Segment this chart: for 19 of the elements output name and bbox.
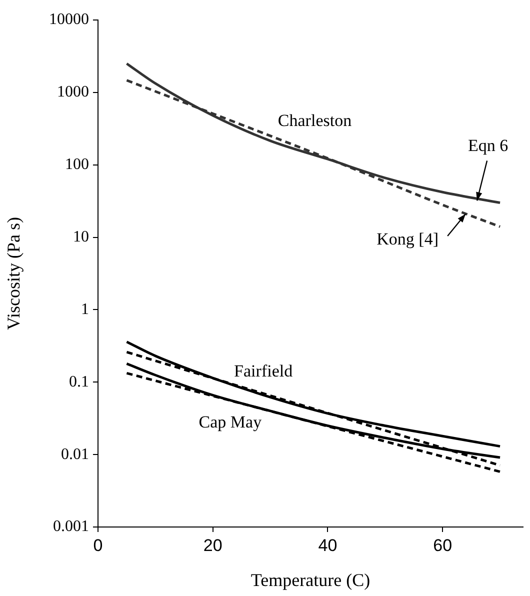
x-axis-title: Temperature (C) xyxy=(250,570,370,590)
annotation: Cap May xyxy=(198,412,262,432)
x-tick-label: 60 xyxy=(433,536,452,555)
y-tick-label: 1 xyxy=(81,300,89,318)
annotation: Kong [4] xyxy=(376,229,438,248)
y-tick-label: 100 xyxy=(65,156,89,174)
annotation: Charleston xyxy=(278,110,352,130)
x-tick-label: 20 xyxy=(203,536,222,555)
y-tick-label: 10000 xyxy=(49,11,89,28)
annotation: Eqn 6 xyxy=(468,136,508,156)
y-axis-title: Viscosity (Pa s) xyxy=(4,217,24,330)
y-tick-label: 10 xyxy=(73,228,89,246)
y-tick-label: 1000 xyxy=(57,84,89,101)
y-tick-label: 0.01 xyxy=(61,446,89,463)
y-tick-label: 0.1 xyxy=(69,373,89,390)
x-tick-label: 0 xyxy=(93,536,103,555)
annotation: Fairfield xyxy=(234,361,294,380)
y-tick-label: 0.001 xyxy=(53,518,89,536)
x-tick-label: 40 xyxy=(318,536,338,555)
